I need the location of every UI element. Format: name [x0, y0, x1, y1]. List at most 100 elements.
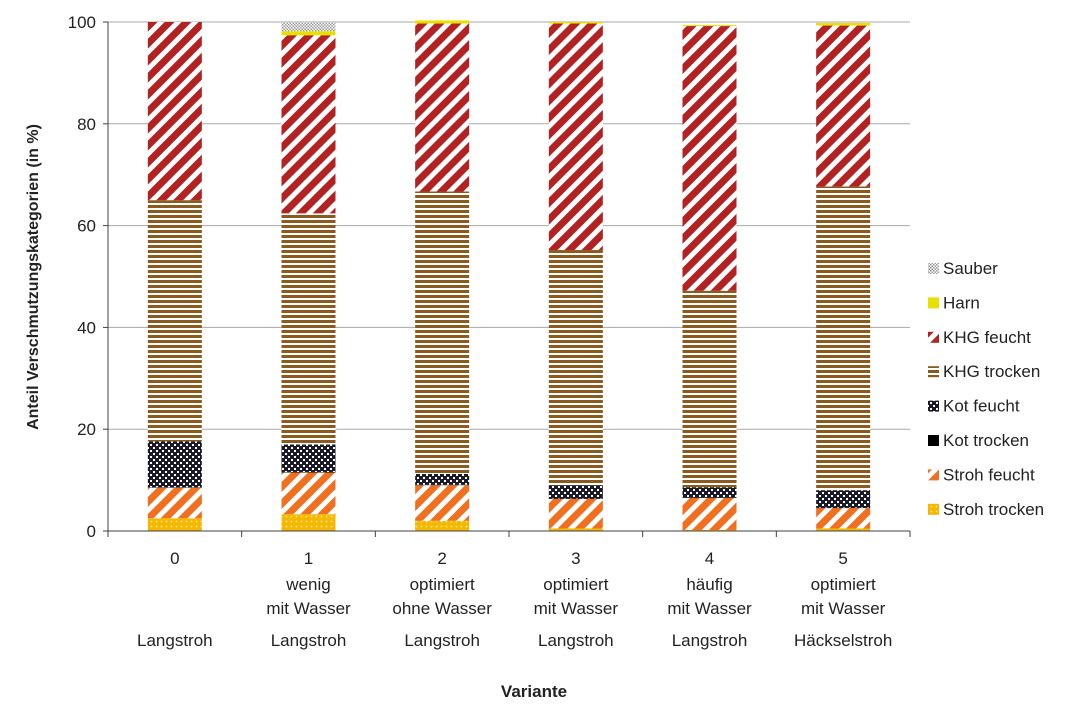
category-label-5: 5 optimiert mit Wasser Häckselstroh: [794, 549, 892, 650]
bar-segment-kot-trocken: [816, 507, 871, 509]
bar-segment-harn: [682, 25, 737, 27]
bar-segment-stroh-feucht: [816, 508, 871, 529]
category-label-line: 0: [170, 549, 179, 568]
bar-stack-5: [816, 23, 871, 531]
bar-segment-khg-trocken: [816, 186, 871, 491]
bar-segment-khg-feucht: [682, 26, 737, 291]
category-label-line: mit Wasser: [801, 599, 886, 618]
bar-segment-stroh-feucht: [147, 487, 202, 519]
bar-segment-harn: [415, 20, 470, 24]
bar-segment-stroh-feucht: [415, 485, 470, 521]
legend-swatch: [928, 400, 939, 412]
legend-swatch: [928, 263, 939, 274]
category-label-line: 5: [838, 549, 847, 568]
bar-stack-4: [682, 25, 737, 531]
bar-segment-kot-trocken: [281, 471, 336, 473]
legend-swatch: [928, 469, 939, 481]
bar-segment-kot-feucht: [281, 444, 336, 472]
legend-label: Sauber: [943, 259, 998, 278]
gridlines: [108, 21, 910, 430]
category-label-3: 3 optimiert mit Wasser Langstroh: [534, 549, 619, 650]
category-label-line: 4: [705, 549, 714, 568]
bar-segment-khg-feucht: [548, 23, 603, 251]
legend-item-sauber: Sauber: [928, 259, 998, 278]
y-tick-label: 60: [77, 217, 96, 236]
bar-segment-kot-trocken: [682, 497, 737, 498]
bar-segment-khg-feucht: [816, 25, 871, 187]
category-label-0: 0 Langstroh: [137, 549, 213, 650]
bar-stack-0: [147, 22, 202, 531]
bar-segment-stroh-feucht: [548, 498, 603, 529]
bar-segment-harn: [816, 23, 871, 26]
legend-label: KHG feucht: [943, 328, 1031, 347]
bar-stack-2: [415, 20, 470, 531]
bar-segment-kot-feucht: [415, 473, 470, 485]
category-label-line: optimiert: [811, 575, 876, 594]
category-label-line: mit Wasser: [266, 599, 351, 618]
legend-item-kot-feucht: Kot feucht: [928, 397, 1020, 416]
bar-segment-kot-feucht: [147, 441, 202, 488]
bar-segment-khg-trocken: [682, 290, 737, 488]
bar-segment-kot-feucht: [548, 485, 603, 499]
y-tick-labels: 0 20 40 60 80 100: [68, 13, 96, 541]
y-tick-label: 100: [68, 13, 96, 32]
bar-segment-khg-trocken: [147, 200, 202, 442]
y-tick-label: 40: [77, 318, 96, 337]
legend-swatch: [928, 366, 939, 378]
category-label-line: Langstroh: [672, 631, 748, 650]
bar-segment-khg-feucht: [147, 22, 202, 201]
category-label-line: Häckselstroh: [794, 631, 892, 650]
category-label-line: 3: [571, 549, 580, 568]
legend-swatch: [928, 435, 939, 446]
category-label-line: mit Wasser: [534, 599, 619, 618]
bar-segment-sauber: [281, 22, 336, 32]
category-label-line: Langstroh: [137, 631, 213, 650]
y-axis-title: Anteil Verschmutzungskategorien (in %): [25, 124, 42, 430]
category-label-line: 2: [437, 549, 446, 568]
category-label-line: optimiert: [543, 575, 608, 594]
x-axis-title: Variante: [501, 682, 567, 701]
legend-item-khg-trocken: KHG trocken: [928, 362, 1040, 381]
bar-stack-1: [281, 22, 336, 531]
bar-segment-khg-trocken: [415, 191, 470, 474]
legend-swatch: [928, 297, 939, 309]
category-label-line: wenig: [285, 575, 330, 594]
legend-item-khg-feucht: KHG feucht: [928, 328, 1031, 347]
legend: Sauber Harn KHG feucht KHG trocken Kot feuch…: [928, 259, 1044, 519]
legend-item-harn: Harn: [928, 293, 980, 312]
bar-segment-stroh-trocken: [415, 520, 470, 531]
bar-segment-khg-trocken: [281, 213, 336, 445]
y-tick-label: 20: [77, 420, 96, 439]
legend-swatch: [928, 331, 939, 343]
legend-label: Stroh feucht: [943, 465, 1035, 484]
category-label-line: optimiert: [410, 575, 475, 594]
bar-stack-3: [548, 22, 603, 531]
category-label-line: häufig: [686, 575, 732, 594]
y-tick-label: 80: [77, 115, 96, 134]
category-label-line: 1: [304, 549, 313, 568]
bar-segment-kot-trocken: [548, 498, 603, 499]
y-tick-label: 0: [87, 522, 96, 541]
category-label-line: Langstroh: [271, 631, 347, 650]
bar-segment-kot-trocken: [147, 487, 202, 488]
bar-segment-harn: [281, 31, 336, 36]
bar-segment-khg-feucht: [281, 35, 336, 214]
bar-segment-stroh-trocken: [281, 514, 336, 531]
bar-segment-stroh-trocken: [816, 528, 871, 531]
category-label-1: 1 wenig mit Wasser Langstroh: [266, 549, 351, 650]
axes: [103, 21, 911, 537]
legend-label: Kot feucht: [943, 397, 1020, 416]
category-label-4: 4 häufig mit Wasser Langstroh: [667, 549, 752, 650]
category-label-line: Langstroh: [538, 631, 614, 650]
bar-segment-kot-feucht: [816, 490, 871, 508]
bar-segment-khg-trocken: [548, 250, 603, 486]
legend-label: KHG trocken: [943, 362, 1040, 381]
bars: [147, 20, 871, 531]
category-label-line: Langstroh: [404, 631, 480, 650]
legend-item-kot-trocken: Kot trocken: [928, 431, 1029, 450]
category-label-line: ohne Wasser: [392, 599, 492, 618]
bar-segment-stroh-feucht: [682, 497, 737, 530]
bar-segment-harn: [548, 22, 603, 24]
legend-swatch: [928, 503, 939, 515]
